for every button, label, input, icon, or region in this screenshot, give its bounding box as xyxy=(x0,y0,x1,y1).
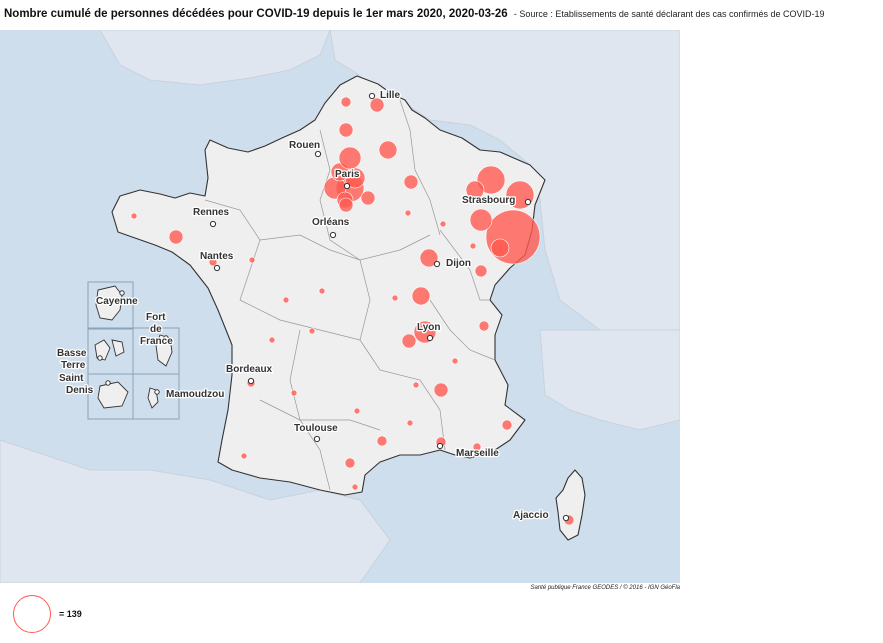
map-svg[interactable]: Lille Rouen Paris Strasbourg Rennes Orlé… xyxy=(0,30,680,583)
bubble-gard[interactable] xyxy=(406,419,414,427)
city-label-lyon: Lyon xyxy=(417,322,441,333)
bubble-landes[interactable] xyxy=(240,452,248,460)
bubble-herault[interactable] xyxy=(376,435,388,447)
neighbor-land-uk xyxy=(99,30,331,86)
title-source: - Source : Etablissements de santé décla… xyxy=(513,9,825,19)
overseas-labels: Cayenne Fort de France Basse Terre Saint Den… xyxy=(56,295,226,402)
bubble-haut-rhin[interactable] xyxy=(485,209,541,265)
bubble-charente[interactable] xyxy=(268,336,276,344)
bubble-aube[interactable] xyxy=(469,242,477,250)
bubble-vienne[interactable] xyxy=(308,327,316,335)
bubble-cher[interactable] xyxy=(404,209,412,217)
bubble-tarn[interactable] xyxy=(290,389,298,397)
bubble-morbihan[interactable] xyxy=(168,229,184,245)
bubble-somme[interactable] xyxy=(338,122,354,138)
bubble-nord[interactable] xyxy=(369,97,385,113)
bubble-allier[interactable] xyxy=(391,294,399,302)
bubble-haute-vienne[interactable] xyxy=(318,287,326,295)
overseas-label-saint-denis: Saint Denis xyxy=(59,373,94,396)
map-title: Nombre cumulé de personnes décédées pour… xyxy=(4,8,882,20)
overseas-label-basse-terre: Basse Terre xyxy=(57,348,87,371)
bubble-oise[interactable] xyxy=(338,146,362,170)
bubble-mayenne[interactable] xyxy=(248,256,256,264)
overseas-label-mamoudzou: Mamoudzou xyxy=(166,389,224,400)
city-label-dijon: Dijon xyxy=(446,258,471,269)
bubble-marne[interactable] xyxy=(403,174,419,190)
city-label-strasbourg: Strasbourg xyxy=(462,195,515,206)
overseas-insets xyxy=(87,281,180,420)
map-frame[interactable]: Lille Rouen Paris Strasbourg Rennes Orlé… xyxy=(0,30,680,583)
bubble-pyrenees-orientales[interactable] xyxy=(351,483,359,491)
city-label-marseille: Marseille xyxy=(456,448,499,459)
bubble-finistere[interactable] xyxy=(130,212,138,220)
bubble-cote-d-or[interactable] xyxy=(419,248,439,268)
city-markers xyxy=(97,92,570,522)
bubble-essonne[interactable] xyxy=(338,197,354,213)
bubble-meurthe-et-moselle[interactable] xyxy=(465,180,485,200)
city-label-nantes: Nantes xyxy=(200,251,234,262)
city-label-orleans: Orléans xyxy=(312,217,350,228)
bubble-isere[interactable] xyxy=(451,357,459,365)
city-label-lille: Lille xyxy=(380,90,400,101)
bubble-loire[interactable] xyxy=(401,333,417,349)
bubble-alpes-maritimes[interactable] xyxy=(501,419,513,431)
city-labels: Lille Rouen Paris Strasbourg Rennes Orlé… xyxy=(192,89,550,523)
city-label-rennes: Rennes xyxy=(193,207,230,218)
overseas-shapes xyxy=(94,285,173,409)
bubble-lot[interactable] xyxy=(353,407,361,415)
legend-size-circle xyxy=(13,595,51,633)
map-credit: Santé publique France GEODES / © 2016 - … xyxy=(530,585,681,591)
bubble-pas-de-calais[interactable] xyxy=(340,96,352,108)
city-label-bordeaux: Bordeaux xyxy=(226,364,273,375)
corsica xyxy=(555,469,586,541)
bubble-seine-et-marne[interactable] xyxy=(360,190,376,206)
city-label-toulouse: Toulouse xyxy=(294,423,338,434)
region-borders xyxy=(204,99,496,491)
bubble-moselle[interactable] xyxy=(476,165,506,195)
city-label-paris: Paris xyxy=(335,169,360,180)
bubble-yonne[interactable] xyxy=(439,220,447,228)
city-label-rouen: Rouen xyxy=(289,140,320,151)
bubble-vosges[interactable] xyxy=(469,208,493,232)
bubble-doubs[interactable] xyxy=(474,264,488,278)
neighbor-land-italy xyxy=(539,329,680,431)
overseas-label-fort-de-france: Fort de France xyxy=(140,312,173,347)
bubble-var[interactable] xyxy=(472,442,482,452)
bubble-haute-savoie[interactable] xyxy=(478,320,490,332)
overseas-label-cayenne: Cayenne xyxy=(96,296,138,307)
bubble-saone-et-loire[interactable] xyxy=(411,286,431,306)
bubble-ardeche[interactable] xyxy=(412,381,420,389)
bubble-aude[interactable] xyxy=(344,457,356,469)
title-main: Nombre cumulé de personnes décédées pour… xyxy=(4,8,508,20)
bubble-sarthe[interactable] xyxy=(282,296,290,304)
bubble-territoire-de-belfort[interactable] xyxy=(490,238,510,258)
bubble-aisne[interactable] xyxy=(378,140,398,160)
bubble-drome[interactable] xyxy=(433,382,449,398)
city-label-ajaccio: Ajaccio xyxy=(513,510,549,521)
legend-label: = 139 xyxy=(59,609,82,619)
bubble-loire-atlantique[interactable] xyxy=(208,257,218,267)
